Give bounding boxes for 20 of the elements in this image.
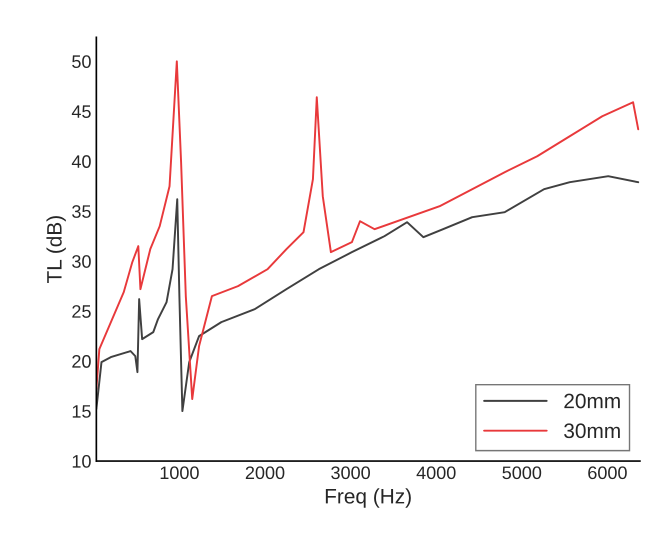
y-tick-label: 10 [72,454,91,468]
x-tick-label: 4000 [416,466,456,480]
y-tick-label: 45 [72,105,91,118]
y-tick-label: 15 [72,405,91,418]
y-tick-label: 30 [72,255,91,268]
x-tick-label: 3000 [331,466,370,480]
x-tick-label: 1000 [160,466,199,480]
x-axis-title: Freq (Hz) [326,488,411,508]
y-tick-label: 25 [72,305,91,318]
y-tick-label: 20 [72,355,91,368]
y-tick-label: 35 [72,205,91,218]
x-tick-label: 6000 [588,466,627,480]
y-axis-title: TL (dB) [46,216,66,284]
legend-label: 20mm [564,394,620,408]
x-tick-label: 5000 [502,466,542,480]
y-tick-label: 40 [72,155,91,168]
y-tick-label: 50 [72,55,91,68]
x-tick-label: 2000 [246,466,284,480]
line-series [96,175,640,412]
legend-label: 30mm [564,423,620,438]
